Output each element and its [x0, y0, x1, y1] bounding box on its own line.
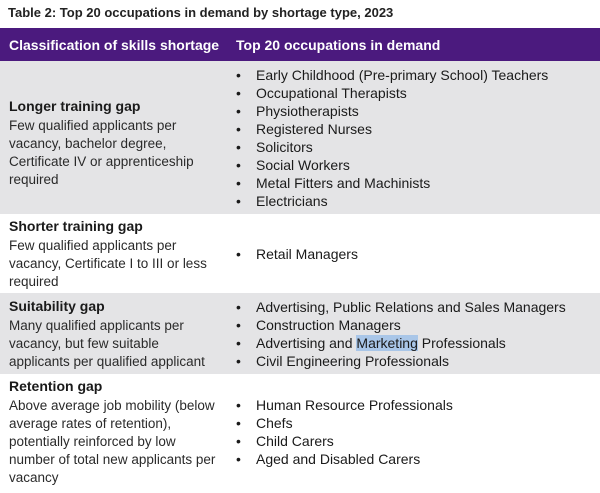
list-item: • Social Workers [236, 156, 350, 173]
bullet-icon: • [236, 432, 241, 449]
bullet-icon: • [236, 245, 241, 262]
bullet-icon: • [236, 174, 241, 191]
occupations-cell: • Retail Managers [222, 215, 600, 292]
text-selection-highlight: Marketing [356, 334, 418, 351]
list-item: • Human Resource Professionals [236, 396, 453, 413]
gap-title: Longer training gap [9, 97, 141, 114]
bullet-icon: • [236, 120, 241, 137]
table-row-shorter-training-gap: Shorter training gap Few qualified appli… [0, 215, 600, 293]
bullet-icon: • [236, 156, 241, 173]
occupation-list: • Advertising, Public Relations and Sales… [236, 298, 600, 370]
bullet-icon: • [236, 66, 241, 83]
bullet-icon: • [236, 316, 241, 333]
occupations-cell: • Human Resource Professionals • Chefs • Ch… [222, 375, 600, 488]
list-item: • Child Carers [236, 432, 334, 449]
list-item: • Advertising and Marketing Professionals [236, 334, 600, 352]
bullet-icon: • [236, 352, 241, 369]
list-item: • Physiotherapists [236, 102, 359, 119]
gap-title: Retention gap [9, 377, 103, 394]
occupations-cell: • Early Childhood (Pre-primary School) Te… [222, 61, 600, 214]
gap-cell: Longer training gap Few qualified applic… [0, 61, 222, 214]
table-caption: Table 2: Top 20 occupations in demand by… [8, 5, 394, 20]
bullet-icon: • [236, 102, 241, 119]
list-item: • Solicitors [236, 138, 313, 155]
bullet-icon: • [236, 298, 241, 315]
bullet-icon: • [236, 450, 241, 467]
gap-description: Few qualified applicants per vacancy, Ce… [9, 237, 207, 289]
gap-cell: Retention gap Above average job mobility… [0, 375, 222, 488]
list-item: • Aged and Disabled Carers [236, 450, 421, 467]
table-row-suitability-gap: Suitability gap Many qualified applicant… [0, 293, 600, 375]
bullet-icon: • [236, 396, 241, 413]
bullet-icon: • [236, 138, 241, 155]
occupation-list: • Early Childhood (Pre-primary School) Te… [236, 66, 600, 210]
bullet-icon: • [236, 192, 241, 209]
list-item: • Chefs [236, 414, 293, 431]
list-item: • Construction Managers [236, 316, 401, 333]
table-row-longer-training-gap: Longer training gap Few qualified applic… [0, 61, 600, 215]
gap-cell: Suitability gap Many qualified applicant… [0, 293, 222, 374]
list-item: • Early Childhood (Pre-primary School) Te… [236, 66, 549, 83]
list-item: • Occupational Therapists [236, 84, 407, 101]
gap-description: Few qualified applicants per vacancy, ba… [9, 117, 194, 187]
occupations-table: Classification of skills shortage Top 20… [0, 28, 600, 489]
occupations-cell: • Advertising, Public Relations and Sales… [222, 293, 600, 374]
gap-description: Above average job mobility (below averag… [9, 397, 216, 485]
list-item: • Civil Engineering Professionals [236, 352, 449, 369]
list-item: • Metal Fitters and Machinists [236, 174, 431, 191]
bullet-icon: • [236, 84, 241, 101]
highlighted-occupation: Advertising and Marketing Professionals [256, 334, 506, 351]
occupation-list: • Retail Managers [236, 245, 600, 263]
list-item: • Advertising, Public Relations and Sales… [236, 298, 566, 315]
list-item: • Retail Managers [236, 245, 358, 262]
bullet-icon: • [236, 414, 241, 431]
gap-title: Shorter training gap [9, 217, 143, 234]
header-occupations: Top 20 occupations in demand [236, 36, 441, 53]
gap-title: Suitability gap [9, 297, 105, 314]
occupation-list: • Human Resource Professionals • Chefs • Ch… [236, 396, 600, 468]
list-item: • Registered Nurses [236, 120, 372, 137]
table-header-row: Classification of skills shortage Top 20… [0, 28, 600, 61]
gap-cell: Shorter training gap Few qualified appli… [0, 215, 222, 292]
gap-description: Many qualified applicants per vacancy, b… [9, 317, 205, 369]
bullet-icon: • [236, 334, 241, 351]
list-item: • Electricians [236, 192, 328, 209]
table-row-retention-gap: Retention gap Above average job mobility… [0, 375, 600, 489]
header-classification: Classification of skills shortage [9, 36, 220, 53]
